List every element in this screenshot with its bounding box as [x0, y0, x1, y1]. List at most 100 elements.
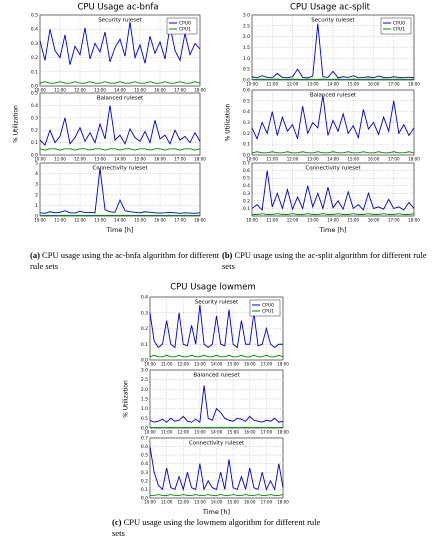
y-tick-label: 0.3 [31, 115, 38, 121]
x-axis-label: Time [h] [202, 508, 230, 516]
x-tick-label: 16:00 [244, 362, 256, 367]
x-tick-label: 13:00 [307, 218, 319, 223]
caption-text: CPU usage using the lowmem algorithm for… [112, 517, 321, 538]
y-tick-label: 0.2 [243, 198, 250, 204]
x-tick-label: 12:00 [287, 82, 299, 87]
x-tick-label: 11:00 [161, 500, 173, 505]
x-tick-label: 17:00 [388, 82, 400, 87]
panel-title: CPU Usage ac-bnfa [77, 3, 158, 13]
y-tick-label: 3.0 [243, 13, 250, 19]
legend-label: CPU1 [179, 27, 191, 33]
y-tick-label: 0.0 [141, 496, 148, 502]
series-line [150, 494, 284, 496]
y-axis-label: % Utilization [123, 380, 130, 418]
y-tick-label: 2.0 [141, 387, 148, 393]
x-tick-label: 11:00 [266, 218, 278, 223]
series-line [149, 354, 284, 358]
x-tick-label: 18:00 [408, 218, 420, 223]
y-tick-label: 1.0 [243, 56, 250, 62]
x-tick-label: 18:00 [194, 88, 206, 93]
x-tick-label: 15:00 [134, 157, 146, 162]
x-tick-label: 13:00 [307, 82, 319, 87]
y-tick-label: 4 [35, 171, 38, 177]
subplot-title: Security ruleset [311, 18, 355, 24]
series-line [39, 22, 201, 65]
x-tick-label: 11:00 [54, 88, 66, 93]
y-tick-label: 0.1 [141, 487, 148, 493]
x-tick-label: 16:00 [154, 157, 166, 162]
series-line [251, 170, 415, 211]
x-tick-label: 15:00 [134, 88, 146, 93]
y-tick-label: 0.2 [31, 55, 38, 61]
y-tick-label: 0.5 [243, 67, 250, 73]
x-tick-label: 13:00 [194, 362, 206, 367]
legend-label: CPU1 [393, 27, 405, 33]
y-tick-label: 0.2 [141, 326, 148, 332]
x-tick-label: 17:00 [174, 218, 186, 223]
x-tick-label: 10:00 [144, 430, 156, 435]
y-tick-label: 0.7 [141, 436, 148, 442]
y-tick-label: 0.6 [141, 444, 148, 450]
series-line [39, 148, 201, 151]
x-tick-label: 18:00 [194, 218, 206, 223]
x-tick-label: 13:00 [94, 157, 106, 162]
y-axis-label: % Utilization [225, 103, 232, 141]
caption-tag: (c) [112, 517, 122, 527]
legend-label: CPU1 [262, 309, 274, 315]
subplot-title: Balanced ruleset [97, 96, 144, 102]
x-tick-label: 13:00 [94, 218, 106, 223]
series-line [39, 81, 201, 84]
subplot-title: Connectivity ruleset [305, 166, 361, 172]
y-tick-label: 0.6 [243, 168, 250, 174]
x-tick-label: 11:00 [161, 430, 173, 435]
x-tick-label: 16:00 [368, 82, 380, 87]
x-tick-label: 17:00 [261, 500, 273, 505]
y-tick-label: 2.5 [243, 23, 250, 29]
x-tick-label: 13:00 [307, 157, 319, 162]
x-tick-label: 16:00 [154, 218, 166, 223]
y-tick-label: 0.5 [243, 176, 250, 182]
y-tick-label: 0.1 [31, 140, 38, 146]
caption: (c) CPU usage using the lowmem algorithm… [112, 517, 327, 539]
x-tick-label: 14:00 [211, 500, 223, 505]
y-tick-label: 0.3 [31, 41, 38, 47]
caption: (b) CPU usage using the ac-split algorit… [222, 250, 427, 272]
legend-label: CPU0 [393, 21, 405, 27]
x-tick-label: 10:00 [34, 218, 46, 223]
x-tick-label: 11:00 [266, 82, 278, 87]
subplot-title: Security ruleset [195, 300, 239, 306]
y-tick-label: 1.5 [243, 45, 250, 51]
legend-box [380, 17, 412, 35]
x-tick-label: 14:00 [327, 82, 339, 87]
y-tick-label: 0.1 [243, 142, 250, 148]
x-tick-label: 18:00 [194, 157, 206, 162]
x-tick-label: 16:00 [244, 430, 256, 435]
x-tick-label: 10:00 [34, 157, 46, 162]
x-tick-label: 17:00 [388, 157, 400, 162]
x-tick-label: 12:00 [74, 88, 86, 93]
y-tick-label: 0.3 [141, 470, 148, 476]
x-tick-label: 14:00 [327, 218, 339, 223]
x-tick-label: 14:00 [114, 88, 126, 93]
x-tick-label: 18:00 [277, 500, 289, 505]
x-tick-label: 18:00 [277, 362, 289, 367]
x-tick-label: 11:00 [161, 362, 173, 367]
panel-title: CPU Usage lowmem [170, 283, 255, 293]
series-line [149, 446, 284, 492]
y-tick-label: 2.5 [141, 377, 148, 383]
x-tick-label: 12:00 [74, 218, 86, 223]
y-tick-label: 0.4 [141, 295, 148, 301]
y-tick-label: 0.4 [243, 183, 250, 189]
legend-box [166, 17, 198, 35]
y-tick-label: 3 [35, 182, 38, 188]
y-tick-label: 2 [35, 192, 38, 198]
x-tick-label: 14:00 [114, 218, 126, 223]
subplot-title: Security ruleset [98, 18, 142, 24]
x-axis-label: Time [h] [105, 226, 133, 234]
y-tick-label: 1.0 [141, 406, 148, 412]
x-tick-label: 15:00 [347, 82, 359, 87]
x-tick-label: 14:00 [211, 362, 223, 367]
x-tick-label: 10:00 [144, 362, 156, 367]
y-tick-label: 0.4 [141, 461, 148, 467]
